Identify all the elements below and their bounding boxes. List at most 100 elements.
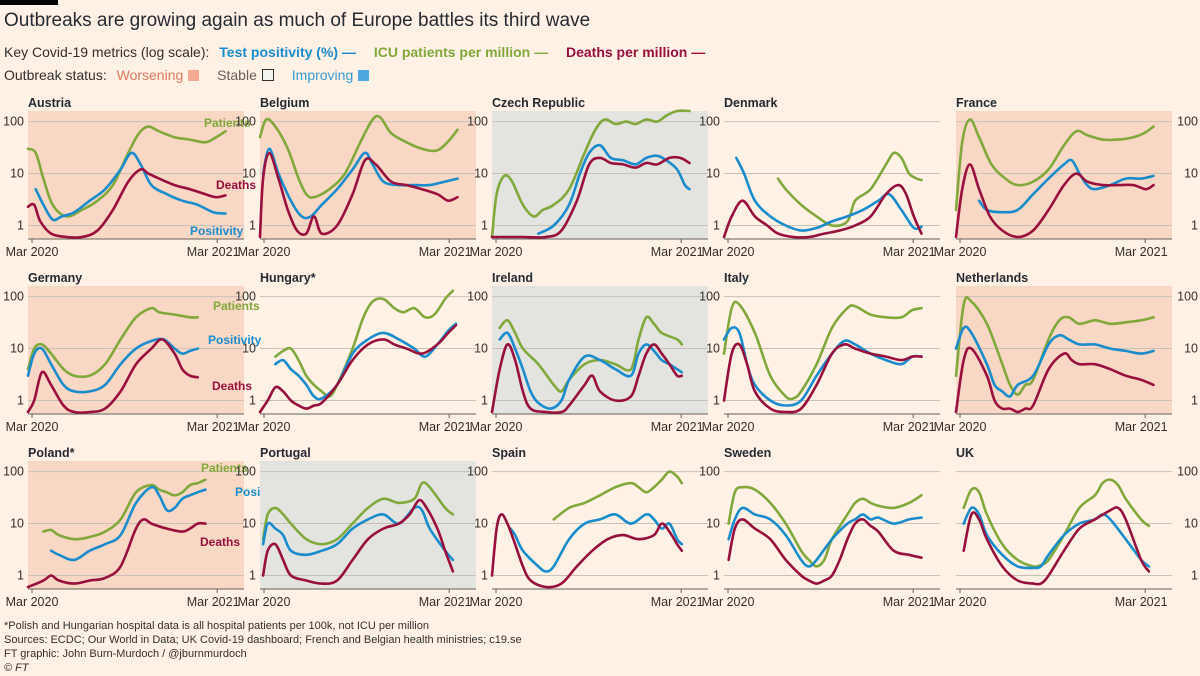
x-tick-germany-1: Mar 2021 bbox=[187, 420, 240, 434]
y-tick-france-10: 10 bbox=[1184, 167, 1198, 181]
series-positivity-hungary bbox=[274, 322, 458, 401]
panel-title-poland: Poland* bbox=[28, 446, 75, 460]
label-deaths-austria: Deaths bbox=[216, 178, 256, 192]
y-tick-italy-100: 100 bbox=[699, 290, 720, 304]
x-tick-hungary-1: Mar 2021 bbox=[419, 420, 472, 434]
series-icu-hungary bbox=[274, 289, 455, 398]
x-tick-denmark-0: Mar 2020 bbox=[702, 245, 755, 259]
x-tick-italy-0: Mar 2020 bbox=[702, 420, 755, 434]
x-tick-austria-0: Mar 2020 bbox=[6, 245, 59, 259]
y-tick-poland-100: 100 bbox=[3, 465, 24, 479]
series-icu-portugal bbox=[261, 481, 455, 546]
y-tick-hungary-100: 100 bbox=[235, 290, 256, 304]
series-icu-poland bbox=[42, 478, 207, 541]
panel-title-france: France bbox=[956, 96, 997, 110]
x-tick-spain-0: Mar 2020 bbox=[470, 595, 523, 609]
series-deaths-germany bbox=[26, 338, 199, 414]
y-tick-spain-10: 10 bbox=[474, 517, 488, 531]
panel-title-hungary: Hungary* bbox=[260, 271, 316, 285]
y-tick-austria-1: 1 bbox=[17, 219, 24, 233]
y-tick-germany-100: 100 bbox=[3, 290, 24, 304]
series-icu-belgium bbox=[258, 114, 459, 199]
panel-title-sweden: Sweden bbox=[724, 446, 771, 460]
y-tick-ireland-100: 100 bbox=[467, 290, 488, 304]
y-tick-hungary-1: 1 bbox=[249, 394, 256, 408]
panel-title-portugal: Portugal bbox=[260, 446, 311, 460]
y-tick-austria-10: 10 bbox=[10, 167, 24, 181]
metrics-legend: Key Covid-19 metrics (log scale): Test p… bbox=[4, 44, 705, 60]
series-positivity-denmark bbox=[735, 156, 923, 232]
y-tick-netherlands-10: 10 bbox=[1184, 342, 1198, 356]
x-tick-hungary-0: Mar 2020 bbox=[238, 420, 291, 434]
x-tick-ireland-0: Mar 2020 bbox=[470, 420, 523, 434]
series-icu-uk bbox=[962, 478, 1151, 568]
x-tick-france-1: Mar 2021 bbox=[1115, 245, 1168, 259]
y-tick-poland-10: 10 bbox=[10, 517, 24, 531]
series-icu-france bbox=[954, 118, 1155, 212]
worsening-swatch bbox=[188, 70, 200, 81]
x-tick-uk-0: Mar 2020 bbox=[934, 595, 987, 609]
series-deaths-uk bbox=[962, 506, 1151, 586]
y-tick-ireland-10: 10 bbox=[474, 342, 488, 356]
y-tick-ireland-1: 1 bbox=[481, 394, 488, 408]
y-tick-denmark-100: 100 bbox=[699, 115, 720, 129]
status-stable: Stable bbox=[217, 67, 257, 83]
y-tick-spain-1: 1 bbox=[481, 569, 488, 583]
label-icu-poland: Patients bbox=[201, 461, 248, 475]
series-icu-ireland bbox=[498, 315, 684, 393]
y-tick-uk-10: 10 bbox=[1184, 517, 1198, 531]
label-deaths-poland: Deaths bbox=[200, 535, 240, 549]
x-tick-czech-republic-1: Mar 2021 bbox=[651, 245, 704, 259]
panel-title-uk: UK bbox=[956, 446, 974, 460]
metrics-legend-label: Key Covid-19 metrics (log scale): bbox=[4, 44, 210, 60]
chart-title: Outbreaks are growing again as much of E… bbox=[4, 10, 591, 31]
series-icu-spain bbox=[552, 470, 684, 521]
legend-icu: ICU patients per million — bbox=[373, 44, 549, 60]
panel-title-denmark: Denmark bbox=[724, 96, 778, 110]
panel-bg-france bbox=[956, 111, 1172, 239]
series-positivity-uk bbox=[962, 506, 1151, 570]
series-deaths-netherlands bbox=[954, 346, 1155, 414]
y-tick-portugal-1: 1 bbox=[249, 569, 256, 583]
series-positivity-germany bbox=[26, 337, 199, 394]
panel-title-belgium: Belgium bbox=[260, 96, 309, 110]
series-deaths-ireland bbox=[490, 343, 684, 414]
y-tick-czech-republic-1: 1 bbox=[481, 219, 488, 233]
x-tick-italy-1: Mar 2021 bbox=[883, 420, 936, 434]
y-tick-germany-1: 1 bbox=[17, 394, 24, 408]
y-tick-czech-republic-10: 10 bbox=[474, 167, 488, 181]
y-tick-uk-1: 1 bbox=[1191, 569, 1198, 583]
y-tick-sweden-10: 10 bbox=[706, 517, 720, 531]
x-tick-germany-0: Mar 2020 bbox=[6, 420, 59, 434]
status-legend-label: Outbreak status: bbox=[4, 67, 107, 83]
series-icu-denmark bbox=[776, 151, 923, 228]
series-positivity-portugal bbox=[261, 505, 455, 562]
y-tick-france-1: 1 bbox=[1191, 219, 1198, 233]
series-icu-austria bbox=[26, 125, 227, 218]
x-tick-denmark-1: Mar 2021 bbox=[883, 245, 936, 259]
y-tick-austria-100: 100 bbox=[3, 115, 24, 129]
series-icu-sweden bbox=[727, 485, 923, 568]
panel-bg-poland bbox=[28, 461, 244, 589]
x-tick-poland-1: Mar 2021 bbox=[187, 595, 240, 609]
series-positivity-sweden bbox=[727, 506, 923, 568]
series-positivity-ireland bbox=[498, 331, 684, 410]
x-tick-france-0: Mar 2020 bbox=[934, 245, 987, 259]
y-tick-italy-10: 10 bbox=[706, 342, 720, 356]
series-deaths-austria bbox=[26, 167, 227, 239]
series-deaths-france bbox=[954, 163, 1155, 239]
x-tick-netherlands-0: Mar 2020 bbox=[934, 420, 987, 434]
series-deaths-czech-republic bbox=[490, 155, 691, 239]
label-icu-germany: Patients bbox=[213, 299, 260, 313]
x-tick-portugal-1: Mar 2021 bbox=[419, 595, 472, 609]
panel-bg-portugal bbox=[260, 461, 476, 589]
y-tick-sweden-1: 1 bbox=[713, 569, 720, 583]
series-deaths-poland bbox=[26, 517, 207, 589]
y-tick-spain-100: 100 bbox=[467, 465, 488, 479]
y-tick-italy-1: 1 bbox=[713, 394, 720, 408]
x-tick-spain-1: Mar 2021 bbox=[651, 595, 704, 609]
x-tick-sweden-0: Mar 2020 bbox=[702, 595, 755, 609]
series-positivity-poland bbox=[49, 485, 207, 562]
x-tick-belgium-0: Mar 2020 bbox=[238, 245, 291, 259]
